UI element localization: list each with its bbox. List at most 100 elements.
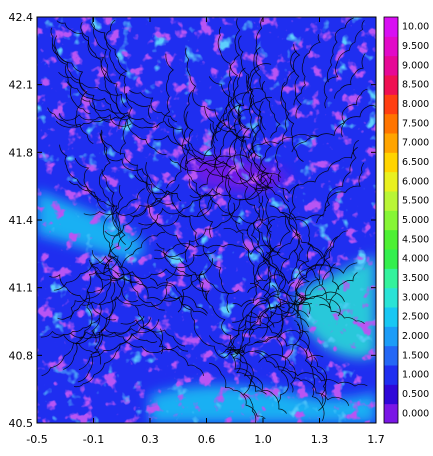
streamline (232, 345, 267, 395)
streamlines (40, 17, 376, 423)
streamline (253, 46, 281, 138)
streamline (103, 259, 208, 314)
colorbar-swatch (384, 287, 398, 308)
streamline (208, 362, 266, 420)
y-tick-label: 40.5 (9, 417, 34, 430)
colorbar: 0.000 0.500 1.000 1.500 2.000 2.500 3.000 3.500… (383, 16, 429, 424)
streamline (156, 53, 174, 129)
streamline (199, 133, 319, 169)
colorbar-label: 2.500 (402, 312, 429, 323)
streamline (58, 71, 127, 108)
streamline (213, 80, 266, 144)
streamline (248, 281, 295, 336)
streamline (74, 157, 101, 201)
streamline (167, 294, 242, 359)
streamline (169, 158, 255, 185)
streamline (107, 188, 145, 257)
colorbar-swatch (384, 75, 398, 95)
streamline (228, 220, 260, 347)
x-tick-label: -0.1 (83, 433, 104, 446)
streamline (262, 245, 275, 328)
streamline (264, 186, 323, 260)
streamline (63, 270, 98, 370)
streamline (238, 35, 266, 130)
streamline (94, 265, 125, 365)
streamline (313, 356, 327, 411)
streamline (297, 230, 348, 313)
streamline (41, 329, 95, 376)
streamline (221, 179, 267, 216)
colorbar-label: 0.500 (402, 389, 429, 400)
y-tick-label: 42.4 (9, 11, 34, 24)
colorbar-swatch (384, 94, 398, 115)
colorbar-swatch (384, 17, 398, 37)
streamline (253, 175, 269, 246)
y-tick-label: 42.1 (9, 79, 34, 92)
streamline (134, 174, 189, 263)
streamline (217, 26, 247, 128)
streamline (188, 178, 288, 260)
colorbar-swatch (384, 403, 398, 424)
streamline (298, 296, 365, 325)
colorbar-swatch (384, 268, 398, 289)
streamline (277, 323, 301, 403)
streamline (226, 348, 285, 358)
streamline (40, 330, 100, 353)
colorbar-swatch (384, 345, 398, 366)
colorbar-swatch (384, 210, 398, 231)
streamline (281, 212, 341, 317)
streamline (164, 121, 234, 168)
streamline (230, 311, 298, 351)
streamline (49, 274, 116, 321)
axes: -0.5 -0.1 0.3 0.6 1.0 1.3 1.7 40.5 40.8 41.1 41.4 4… (9, 11, 385, 446)
colorbar-label: 7.000 (402, 138, 429, 149)
colorbar-label: 4.000 (402, 254, 429, 265)
streamline (280, 50, 304, 162)
streamline (153, 202, 236, 260)
colorbar-label: 4.500 (402, 234, 429, 245)
streamline (114, 268, 240, 294)
streamline (296, 248, 332, 297)
streamline (81, 296, 181, 307)
streamline (271, 284, 296, 393)
streamline (223, 214, 325, 233)
streamline (69, 180, 126, 245)
streamline (53, 255, 113, 291)
colorbar-label: 9.000 (402, 60, 429, 71)
streamline (78, 332, 158, 371)
streamline (47, 107, 94, 145)
streamline (168, 118, 272, 189)
x-tick-label: 1.7 (367, 433, 385, 446)
colorbar-label: 6.500 (402, 157, 429, 168)
streamline (95, 327, 189, 353)
colorbar-label: 5.000 (402, 215, 429, 226)
streamline (89, 259, 139, 283)
streamline (66, 81, 167, 155)
streamline (293, 34, 321, 106)
colorbar-swatch (384, 113, 398, 134)
streamline (111, 185, 124, 245)
streamline (334, 53, 366, 99)
streamline (83, 190, 177, 216)
colorbar-swatch (384, 171, 398, 192)
streamline (154, 242, 275, 256)
streamline (59, 144, 106, 212)
colorbar-label: 5.500 (402, 196, 429, 207)
streamline (129, 89, 178, 123)
x-tick-label: -0.5 (26, 433, 47, 446)
streamline (55, 114, 156, 128)
streamline (74, 317, 152, 388)
streamline (257, 218, 275, 280)
streamline (293, 44, 302, 119)
colorbar-swatch (384, 55, 398, 76)
colorbar-swatch (384, 384, 398, 405)
streamline (50, 27, 111, 123)
streamline (282, 147, 358, 195)
streamline (202, 244, 230, 313)
streamline (225, 67, 246, 197)
streamline (216, 63, 272, 134)
colorbar-label: 0.000 (402, 408, 429, 419)
streamline (120, 319, 186, 347)
streamline (52, 43, 91, 115)
streamline (239, 177, 272, 233)
